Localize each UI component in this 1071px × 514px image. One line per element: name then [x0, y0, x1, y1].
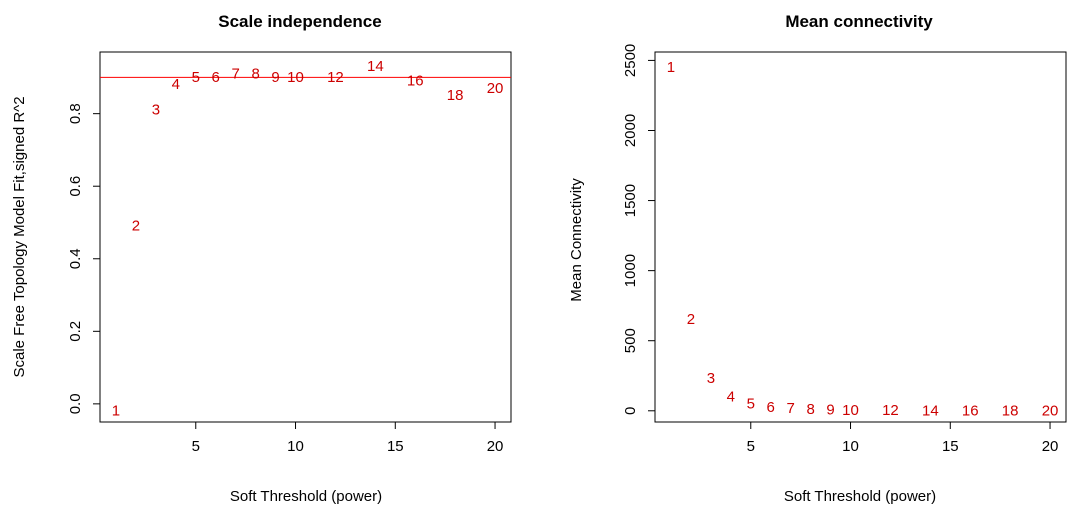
point-label: 2	[132, 218, 140, 235]
plot-frame	[654, 51, 1067, 423]
x-tick-label: 20	[487, 438, 504, 455]
plot-frame	[99, 51, 512, 423]
x-tick-label: 15	[942, 438, 959, 455]
y-tick-label: 0.6	[67, 176, 84, 197]
x-axis-label: Soft Threshold (power)	[230, 488, 382, 505]
point-label: 18	[447, 87, 464, 104]
y-tick-label: 2000	[622, 114, 639, 147]
y-axis-label: Scale Free Topology Model Fit,signed R^2	[11, 96, 28, 377]
point-label: 16	[407, 73, 424, 90]
x-tick-label: 20	[1042, 438, 1059, 455]
point-label: 6	[212, 69, 220, 86]
point-label: 14	[367, 58, 384, 75]
scale-independence-panel: Scale independence Soft Threshold (power…	[11, 12, 512, 505]
point-label: 5	[747, 395, 755, 412]
y-axis-label: Mean Connectivity	[568, 178, 585, 302]
point-label: 6	[767, 399, 775, 416]
y-tick-label: 0.2	[67, 321, 84, 342]
x-axis-label: Soft Threshold (power)	[784, 488, 936, 505]
chart-title: Mean connectivity	[785, 12, 933, 31]
y-tick-label: 0.8	[67, 103, 84, 124]
point-label: 20	[487, 80, 504, 97]
point-label: 14	[922, 402, 939, 419]
y-tick-label: 1500	[622, 184, 639, 217]
x-tick-label: 10	[287, 438, 304, 455]
chart-title: Scale independence	[218, 12, 381, 31]
y-tick-label: 0	[622, 407, 639, 415]
y-tick-label: 500	[622, 328, 639, 353]
point-label: 9	[271, 69, 279, 86]
point-label: 9	[826, 402, 834, 419]
ticks: 5 10 15 20 0.0 0.2 0.4 0.6 0.8	[67, 103, 503, 455]
y-tick-label: 2500	[622, 44, 639, 77]
point-label: 8	[251, 65, 259, 82]
point-label: 7	[231, 65, 239, 82]
mean-connectivity-panel: Mean connectivity Soft Threshold (power)…	[568, 12, 1067, 505]
y-tick-label: 1000	[622, 254, 639, 287]
point-label: 20	[1042, 402, 1059, 419]
point-label: 8	[806, 401, 814, 418]
point-label: 5	[192, 69, 200, 86]
point-label: 10	[287, 69, 304, 86]
x-tick-label: 5	[747, 438, 755, 455]
y-tick-label: 0.4	[67, 248, 84, 269]
point-label: 16	[962, 402, 979, 419]
point-label: 1	[112, 403, 120, 420]
point-label: 12	[882, 402, 899, 419]
point-label: 3	[707, 370, 715, 387]
point-label: 18	[1002, 402, 1019, 419]
y-tick-label: 0.0	[67, 393, 84, 414]
point-label: 4	[172, 76, 180, 93]
x-tick-label: 10	[842, 438, 859, 455]
point-label: 1	[667, 59, 675, 76]
point-label: 10	[842, 402, 859, 419]
x-tick-label: 5	[192, 438, 200, 455]
point-label: 2	[687, 311, 695, 328]
point-label: 7	[786, 400, 794, 417]
point-label: 12	[327, 69, 344, 86]
point-label: 3	[152, 102, 160, 119]
point-label: 4	[727, 388, 735, 405]
x-tick-label: 15	[387, 438, 404, 455]
